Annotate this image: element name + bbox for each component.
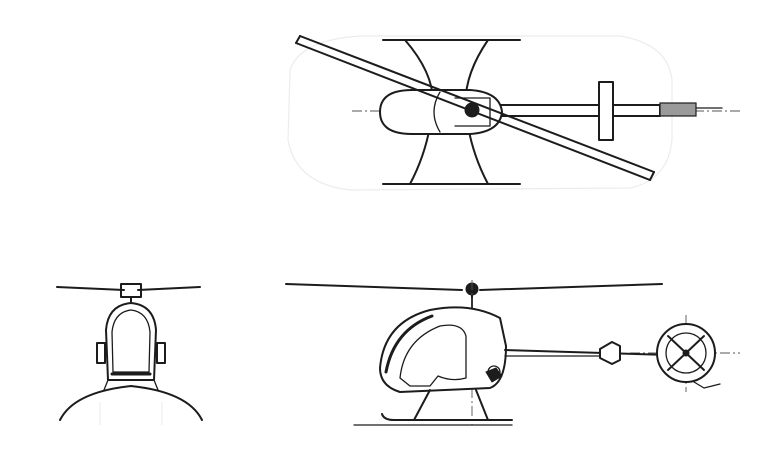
side-tail-rotor-inner [665, 332, 707, 374]
front-view [56, 283, 203, 425]
side-rotor-blade-front [285, 283, 463, 291]
side-skid [381, 413, 513, 421]
top-view [287, 35, 740, 191]
top-fuselage [379, 89, 503, 135]
front-step-left [96, 342, 106, 364]
side-gear-strut-front [413, 389, 431, 421]
front-step-right [156, 342, 166, 364]
front-ground-marks [99, 402, 163, 425]
top-engine-outline [454, 97, 491, 127]
side-rotor-blade-rear [479, 283, 663, 291]
front-cabin [105, 302, 157, 381]
side-tail-boom [504, 349, 671, 356]
top-horizontal-stabilizer [598, 81, 614, 141]
side-gear-strut-rear [475, 389, 489, 421]
front-gear-strut-left [103, 379, 109, 391]
front-rotor-blade-right [137, 286, 201, 291]
front-landing-gear-arch [59, 385, 203, 421]
front-rotor-hub [120, 283, 142, 298]
top-rotor-disc-outline [287, 35, 673, 191]
side-door-window [399, 324, 467, 387]
front-windscreen [111, 309, 151, 373]
side-horizontal-stabilizer [599, 341, 621, 365]
top-rotor-hub [464, 102, 480, 118]
side-tail-rotor-hub [682, 349, 690, 357]
front-gear-strut-right [153, 379, 159, 391]
side-view [285, 280, 740, 426]
side-tail-skid [693, 381, 721, 389]
top-tail-boom [499, 104, 661, 117]
side-engine-circle [487, 365, 501, 379]
top-tail-rotor [659, 102, 697, 117]
side-fuselage [379, 306, 507, 393]
side-engine-part [485, 367, 503, 383]
side-canopy-frame [384, 314, 434, 374]
front-rotor-blade-left [56, 286, 125, 291]
top-canopy-line [433, 91, 441, 133]
